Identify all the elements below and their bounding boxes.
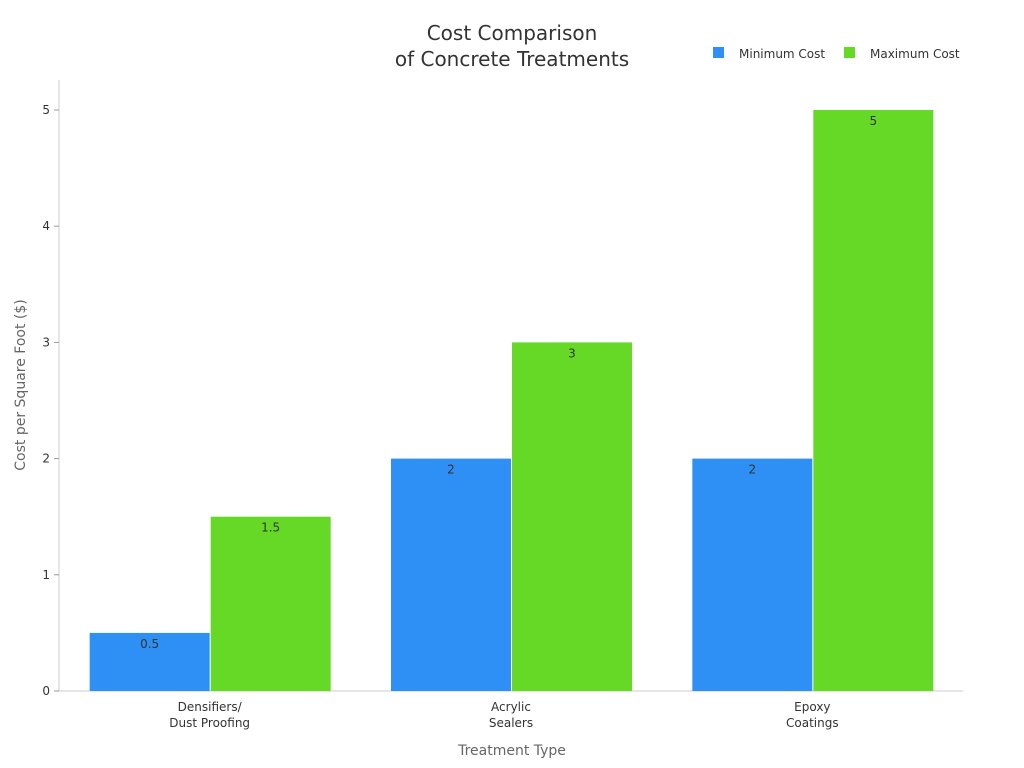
bar-minimum-cost bbox=[89, 632, 210, 691]
x-tick-label: Dust Proofing bbox=[169, 716, 250, 730]
data-label: 3 bbox=[568, 346, 576, 360]
data-label: 5 bbox=[870, 114, 878, 128]
y-tick-label: 0 bbox=[42, 684, 50, 698]
x-tick-label: Densifiers/ bbox=[178, 700, 243, 714]
x-tick-label: Sealers bbox=[489, 716, 533, 730]
bar-maximum-cost bbox=[813, 110, 934, 691]
legend-label: Minimum Cost bbox=[739, 47, 825, 61]
data-label: 2 bbox=[447, 463, 455, 477]
y-tick-label: 1 bbox=[42, 568, 50, 582]
x-axis-label: Treatment Type bbox=[457, 743, 566, 759]
bar-minimum-cost bbox=[692, 458, 813, 691]
y-tick-label: 5 bbox=[42, 103, 50, 117]
bar-maximum-cost bbox=[210, 516, 331, 691]
y-tick-label: 3 bbox=[42, 335, 50, 349]
data-label: 0.5 bbox=[140, 637, 159, 651]
chart-title-line-2: of Concrete Treatments bbox=[395, 47, 629, 71]
data-label: 2 bbox=[749, 463, 757, 477]
bar-minimum-cost bbox=[391, 458, 511, 691]
data-label: 1.5 bbox=[261, 521, 280, 535]
legend-label: Maximum Cost bbox=[870, 47, 960, 61]
bar-maximum-cost bbox=[512, 342, 632, 691]
legend-swatch bbox=[713, 47, 724, 58]
x-tick-label: Epoxy bbox=[794, 700, 830, 714]
chart-title-line-1: Cost Comparison bbox=[427, 21, 598, 45]
y-axis-label: Cost per Square Foot ($) bbox=[13, 299, 29, 470]
legend-swatch bbox=[844, 47, 855, 58]
x-tick-label: Coatings bbox=[786, 716, 839, 730]
y-tick-label: 2 bbox=[42, 452, 50, 466]
x-tick-label: Acrylic bbox=[491, 700, 531, 714]
y-tick-label: 4 bbox=[42, 219, 50, 233]
